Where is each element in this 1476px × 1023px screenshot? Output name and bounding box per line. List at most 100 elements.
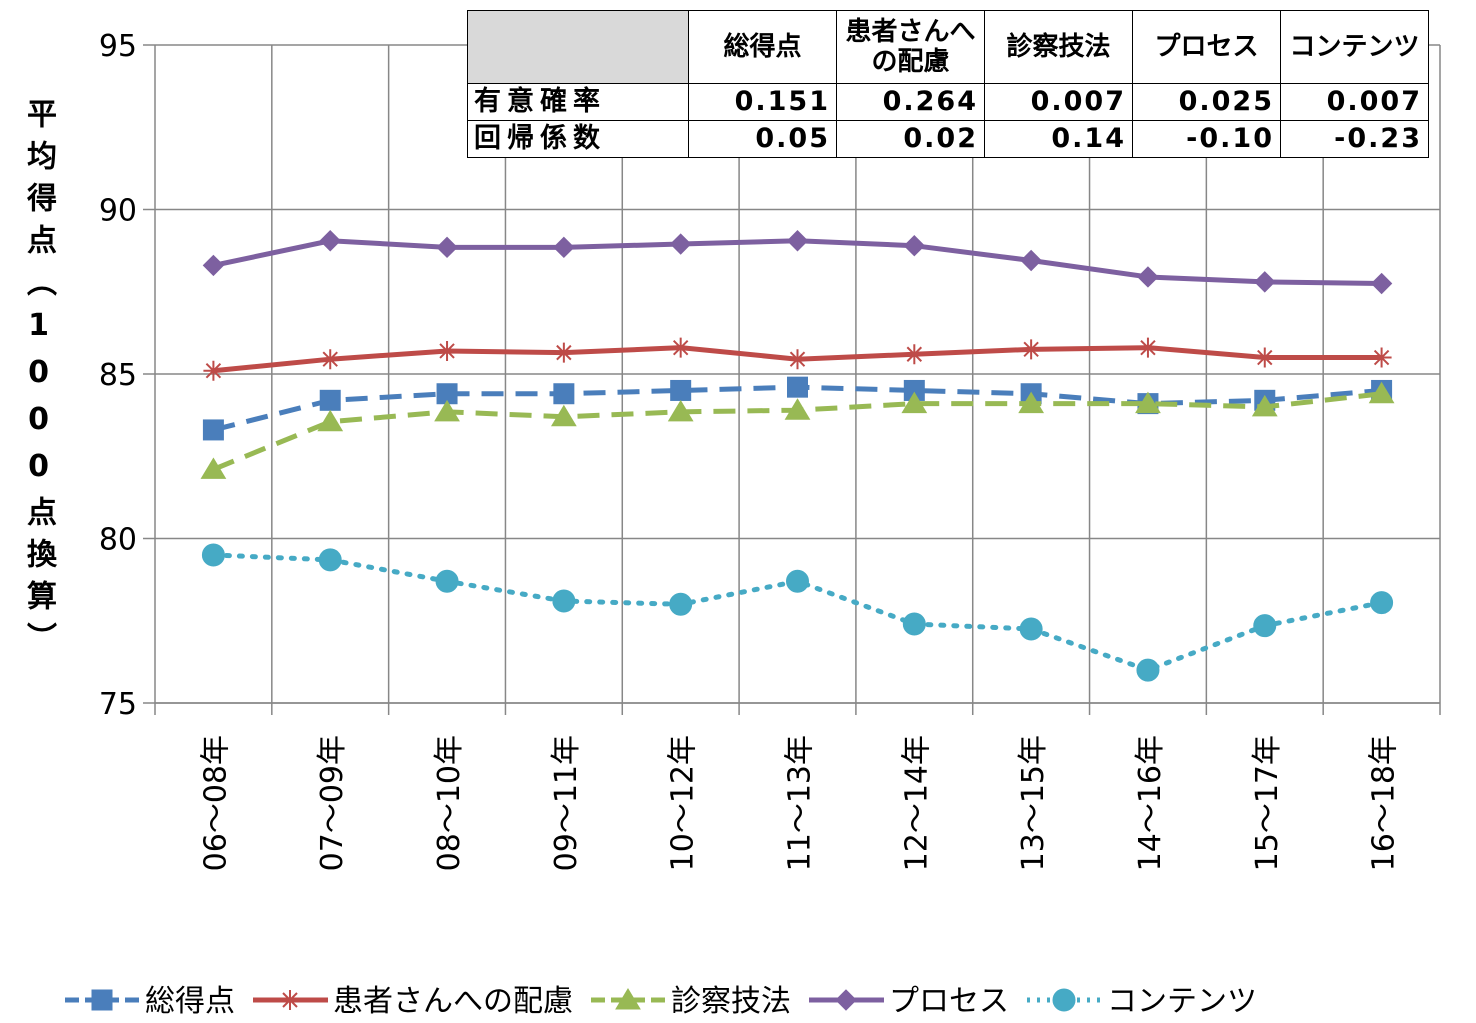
marker <box>1019 617 1043 641</box>
marker <box>670 337 691 358</box>
table-body: 有意確率 0.151 0.264 0.007 0.025 0.007 回帰係数 0.05 0.0… <box>467 83 1429 158</box>
table-cell: 0.05 <box>688 120 837 158</box>
legend-label: コンテンツ <box>1107 984 1257 1019</box>
x-tick-label: 14～16年 <box>1133 735 1168 871</box>
y-tick-label: 90 <box>99 194 137 229</box>
marker <box>1253 614 1277 638</box>
table-cell: 0.14 <box>984 120 1133 158</box>
table-cell: -0.23 <box>1280 120 1429 158</box>
marker <box>1135 391 1161 414</box>
marker <box>670 379 692 401</box>
marker <box>1370 272 1393 295</box>
marker <box>1251 394 1278 417</box>
marker <box>784 398 811 420</box>
y-tick-label: 75 <box>99 687 137 722</box>
marker <box>615 988 641 1010</box>
marker <box>553 236 575 259</box>
marker <box>786 230 809 252</box>
marker <box>319 389 341 411</box>
x-tick-label: 15～17年 <box>1250 735 1285 871</box>
y-axis-label: 平均得点（1000点換算） <box>21 98 56 664</box>
marker <box>904 344 925 365</box>
table-column-header: 診察技法 <box>984 10 1133 84</box>
legend-label: 患者さんへの配慮 <box>333 984 573 1019</box>
x-tick-label: 08～10年 <box>432 735 467 871</box>
marker <box>437 340 458 361</box>
marker <box>1052 988 1076 1012</box>
table-corner <box>467 10 689 84</box>
marker <box>203 360 224 381</box>
marker <box>319 230 341 252</box>
marker <box>200 457 227 479</box>
marker <box>434 399 460 422</box>
marker <box>787 349 808 370</box>
marker <box>1137 266 1159 288</box>
marker <box>901 391 928 414</box>
legend-label: 診察技法 <box>671 984 791 1019</box>
table-row: 回帰係数 0.05 0.02 0.14 -0.10 -0.23 <box>467 120 1429 158</box>
marker <box>553 383 575 405</box>
marker <box>435 569 459 593</box>
marker <box>1021 339 1042 360</box>
marker <box>552 589 576 613</box>
legend-item: 総得点 <box>65 984 235 1019</box>
x-tick-label: 16～18年 <box>1367 735 1402 871</box>
marker <box>550 404 577 427</box>
table-column-header: 患者さんへの配慮 <box>836 10 985 84</box>
table-cell: 0.02 <box>836 120 985 158</box>
legend-item: 患者さんへの配慮 <box>253 984 573 1019</box>
marker <box>553 342 574 363</box>
marker <box>669 233 692 255</box>
stats-table: 総得点 患者さんへの配慮 診察技法 プロセス コンテンツ 有意確率 0.151 0.264 0… <box>467 10 1429 158</box>
legend-label: プロセス <box>889 984 1009 1019</box>
marker <box>1254 347 1275 368</box>
marker <box>835 989 857 1011</box>
marker <box>1370 591 1394 615</box>
x-tick-label: 11～13年 <box>783 735 818 871</box>
y-tick-label: 95 <box>99 29 137 64</box>
table-cell: 0.007 <box>984 83 1133 121</box>
legend-item: プロセス <box>809 984 1009 1019</box>
table-column-header: 総得点 <box>688 10 837 84</box>
marker <box>1136 658 1160 682</box>
marker <box>317 409 344 432</box>
x-tick-label: 09～11年 <box>549 735 584 871</box>
legend-item: コンテンツ <box>1027 984 1257 1019</box>
table-row-label: 回帰係数 <box>467 120 689 158</box>
marker <box>202 254 225 277</box>
marker <box>1254 271 1276 293</box>
marker <box>902 612 926 636</box>
marker <box>1020 249 1042 272</box>
marker <box>787 376 808 398</box>
table-cell: 0.025 <box>1132 83 1281 121</box>
marker <box>903 234 926 257</box>
table-row: 有意確率 0.151 0.264 0.007 0.025 0.007 <box>467 83 1429 121</box>
series <box>202 230 1393 295</box>
marker <box>202 419 224 441</box>
table-cell: 0.151 <box>688 83 837 121</box>
marker <box>669 592 693 616</box>
x-tick-label: 06～08年 <box>198 735 233 871</box>
y-tick-label: 85 <box>99 358 137 393</box>
marker <box>201 543 225 567</box>
y-tick-label: 80 <box>99 523 137 558</box>
series <box>200 381 1395 479</box>
x-tick-label: 07～09年 <box>315 735 350 871</box>
marker <box>1137 337 1158 358</box>
table-cell: -0.10 <box>1132 120 1281 158</box>
x-tick-label: 13～15年 <box>1016 735 1051 871</box>
marker <box>318 548 342 572</box>
marker <box>1368 381 1395 404</box>
marker <box>436 236 458 259</box>
table-cell: 0.007 <box>1280 83 1429 121</box>
table-cell: 0.264 <box>836 83 985 121</box>
series <box>203 337 1392 381</box>
legend-item: 診察技法 <box>591 984 791 1019</box>
legend-label: 総得点 <box>145 984 235 1019</box>
marker <box>280 990 300 1010</box>
marker <box>1371 347 1392 368</box>
table-column-header: プロセス <box>1132 10 1281 84</box>
x-tick-label: 10～12年 <box>666 735 701 871</box>
